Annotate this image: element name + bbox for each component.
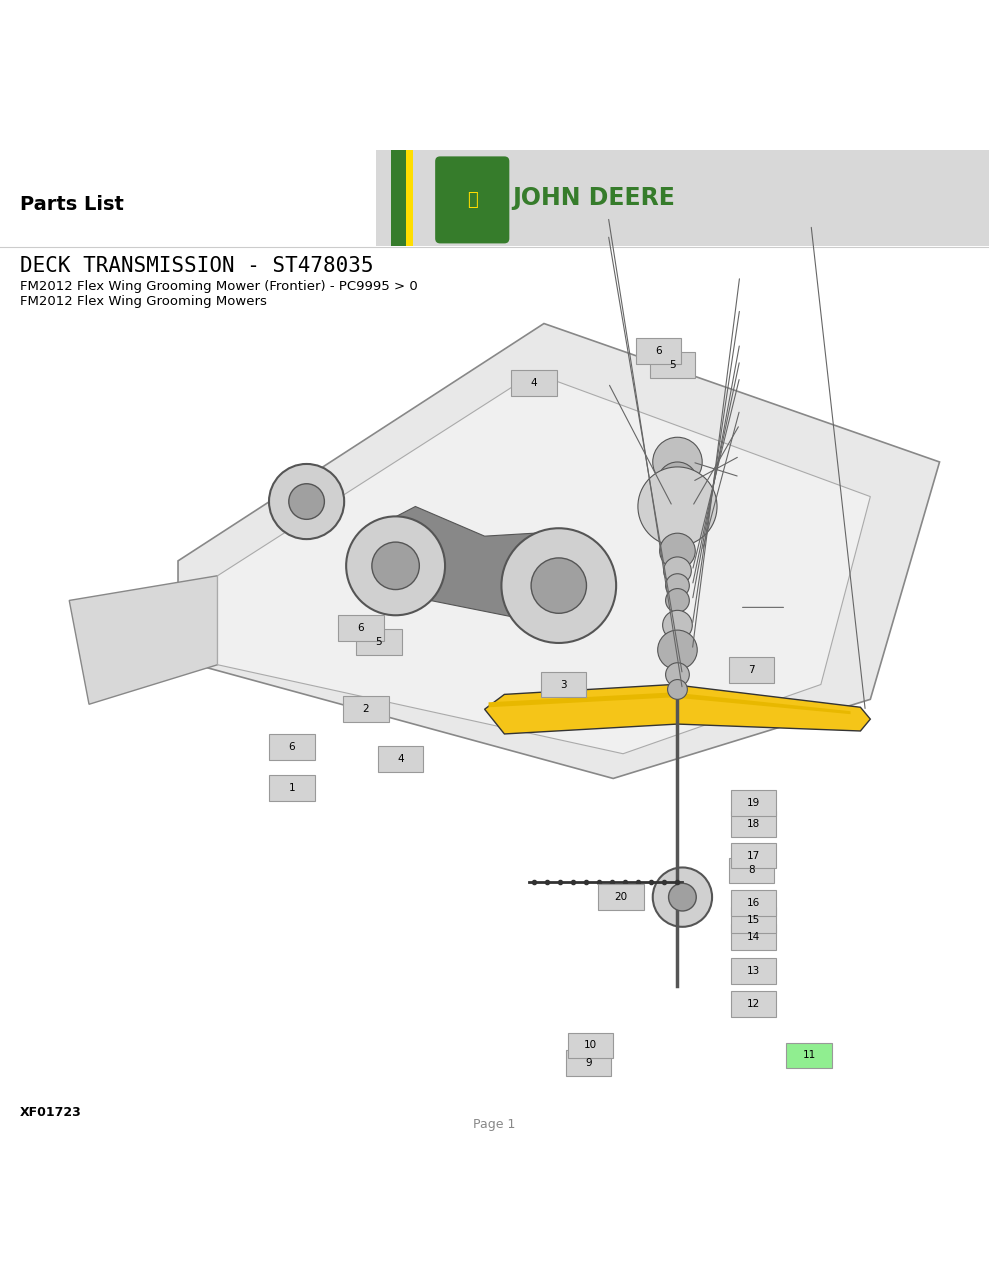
- Text: 🦌: 🦌: [468, 191, 478, 209]
- Text: 16: 16: [747, 899, 761, 908]
- FancyBboxPatch shape: [731, 890, 776, 916]
- Circle shape: [531, 558, 586, 613]
- Circle shape: [372, 543, 419, 590]
- Polygon shape: [485, 685, 870, 733]
- Circle shape: [669, 883, 696, 911]
- FancyBboxPatch shape: [511, 370, 557, 396]
- Circle shape: [653, 438, 702, 486]
- Text: 2: 2: [363, 704, 369, 714]
- Text: 13: 13: [747, 966, 761, 977]
- FancyBboxPatch shape: [435, 156, 509, 243]
- FancyBboxPatch shape: [729, 858, 774, 883]
- FancyBboxPatch shape: [378, 746, 423, 772]
- Bar: [406, 151, 413, 246]
- FancyBboxPatch shape: [338, 616, 384, 641]
- Circle shape: [668, 680, 687, 699]
- FancyBboxPatch shape: [568, 1033, 613, 1059]
- Circle shape: [658, 630, 697, 669]
- Circle shape: [638, 467, 717, 547]
- Text: 1: 1: [289, 783, 295, 794]
- Circle shape: [666, 663, 689, 686]
- Circle shape: [664, 557, 691, 585]
- Text: FM2012 Flex Wing Grooming Mowers: FM2012 Flex Wing Grooming Mowers: [20, 296, 267, 308]
- Circle shape: [663, 611, 692, 640]
- Text: 5: 5: [376, 637, 382, 646]
- Text: 14: 14: [747, 932, 761, 942]
- Circle shape: [269, 463, 344, 539]
- FancyBboxPatch shape: [269, 776, 315, 801]
- FancyBboxPatch shape: [566, 1051, 611, 1076]
- Circle shape: [658, 462, 697, 502]
- FancyBboxPatch shape: [541, 672, 586, 698]
- Bar: [391, 151, 408, 246]
- Circle shape: [653, 868, 712, 927]
- Polygon shape: [391, 507, 564, 621]
- Polygon shape: [489, 692, 851, 714]
- Circle shape: [346, 516, 445, 616]
- Text: 4: 4: [398, 754, 404, 764]
- FancyBboxPatch shape: [731, 812, 776, 837]
- Text: JOHN DEERE: JOHN DEERE: [512, 186, 674, 210]
- Text: 10: 10: [584, 1041, 597, 1051]
- Text: 11: 11: [802, 1051, 816, 1060]
- Text: 3: 3: [561, 680, 567, 690]
- Text: 8: 8: [749, 865, 755, 876]
- FancyBboxPatch shape: [729, 657, 774, 682]
- Polygon shape: [69, 576, 218, 704]
- Text: 18: 18: [747, 819, 761, 829]
- Text: 15: 15: [747, 915, 761, 925]
- FancyBboxPatch shape: [356, 630, 402, 655]
- FancyBboxPatch shape: [376, 151, 989, 246]
- FancyBboxPatch shape: [343, 696, 389, 722]
- FancyBboxPatch shape: [636, 338, 681, 364]
- Text: 19: 19: [747, 799, 761, 808]
- Circle shape: [666, 573, 689, 598]
- FancyBboxPatch shape: [731, 842, 776, 868]
- Text: 20: 20: [614, 892, 628, 902]
- Circle shape: [666, 589, 689, 612]
- FancyBboxPatch shape: [731, 790, 776, 817]
- Circle shape: [289, 484, 324, 520]
- Text: 6: 6: [289, 742, 295, 751]
- Text: XF01723: XF01723: [20, 1106, 81, 1119]
- FancyBboxPatch shape: [786, 1042, 832, 1069]
- Text: Parts List: Parts List: [20, 196, 124, 214]
- FancyBboxPatch shape: [731, 908, 776, 933]
- Text: DECK TRANSMISSION - ST478035: DECK TRANSMISSION - ST478035: [20, 256, 373, 276]
- Text: 7: 7: [749, 664, 755, 675]
- Circle shape: [501, 529, 616, 643]
- FancyBboxPatch shape: [650, 352, 695, 378]
- Text: Page 1: Page 1: [474, 1119, 515, 1132]
- Text: 17: 17: [747, 851, 761, 860]
- Text: 6: 6: [656, 346, 662, 356]
- Polygon shape: [178, 324, 940, 778]
- FancyBboxPatch shape: [731, 924, 776, 950]
- Text: 5: 5: [670, 360, 675, 370]
- Circle shape: [660, 534, 695, 568]
- FancyBboxPatch shape: [731, 991, 776, 1016]
- Text: 4: 4: [531, 378, 537, 388]
- FancyBboxPatch shape: [731, 959, 776, 984]
- Text: 12: 12: [747, 998, 761, 1009]
- Text: 6: 6: [358, 623, 364, 634]
- FancyBboxPatch shape: [269, 733, 315, 759]
- FancyBboxPatch shape: [598, 884, 644, 910]
- Text: FM2012 Flex Wing Grooming Mower (Frontier) - PC9995 > 0: FM2012 Flex Wing Grooming Mower (Frontie…: [20, 280, 417, 293]
- Text: 9: 9: [585, 1059, 591, 1069]
- Polygon shape: [218, 372, 870, 754]
